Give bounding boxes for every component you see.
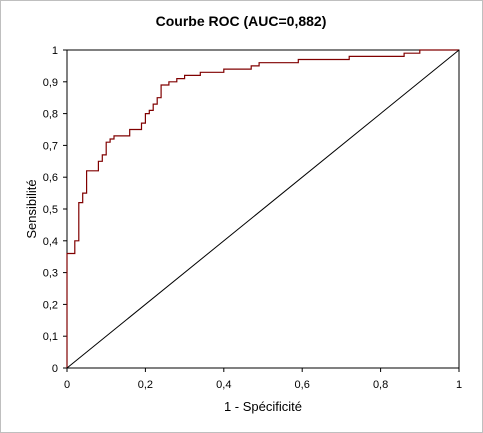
x-tick-label: 0,4 (216, 379, 231, 391)
x-tick-label: 0,6 (295, 379, 310, 391)
y-tick-label: 0,4 (43, 236, 58, 248)
y-tick-label: 0,7 (43, 140, 58, 152)
x-axis-title: 1 - Spécificité (224, 399, 302, 414)
x-tick-label: 0,8 (373, 379, 388, 391)
y-tick-label: 0,1 (43, 331, 58, 343)
x-tick-label: 1 (456, 379, 462, 391)
diagonal-reference-line (66, 49, 460, 369)
y-tick-label: 0,8 (43, 109, 58, 121)
y-tick-label: 0,9 (43, 77, 58, 89)
roc-curve-line (66, 49, 459, 368)
y-tick-label: 0,3 (43, 268, 58, 280)
plot-area: 0 0,1 0,2 0,3 0,4 0,5 0,6 0,7 0,8 0,9 1 0 0,2 0,4 0,6 0… (43, 45, 462, 391)
x-tick-label: 0,2 (138, 379, 153, 391)
x-tick-label: 0 (64, 379, 70, 391)
y-axis-title: Sensibilité (24, 179, 39, 238)
chart-title: Courbe ROC (AUC=0,882) (156, 13, 327, 29)
y-tick-label: 0,6 (43, 172, 58, 184)
y-tick-label: 0 (52, 363, 58, 375)
y-tick-label: 1 (52, 45, 58, 57)
y-tick-label: 0,2 (43, 299, 58, 311)
y-tick-label: 0,5 (43, 204, 58, 216)
